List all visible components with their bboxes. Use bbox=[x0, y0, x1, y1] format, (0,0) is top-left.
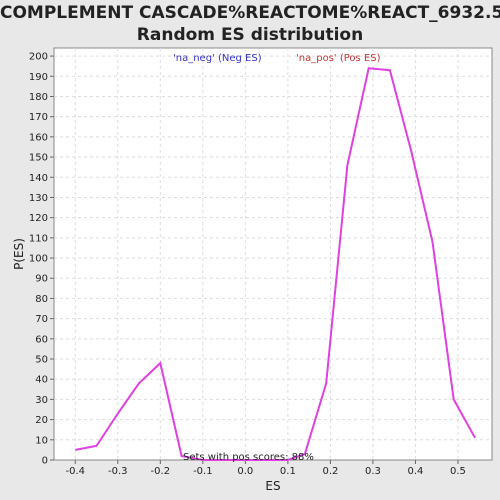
x-tick-label: -0.2 bbox=[151, 466, 171, 477]
x-tick-label: -0.4 bbox=[66, 466, 86, 477]
x-tick-label: -0.1 bbox=[193, 466, 213, 477]
y-axis: 0 10 20 30 40 50 60 70 80 90 100 110 120 130 140 150 160… bbox=[29, 52, 54, 467]
y-tick-label: 10 bbox=[35, 435, 48, 446]
x-tick-label: -0.3 bbox=[108, 466, 128, 477]
y-tick-label: 140 bbox=[29, 173, 48, 184]
x-tick-label: 0.0 bbox=[237, 466, 253, 477]
y-tick-label: 170 bbox=[29, 112, 48, 123]
y-tick-label: 110 bbox=[29, 233, 48, 244]
x-axis-label: ES bbox=[265, 479, 280, 493]
y-tick-label: 160 bbox=[29, 132, 48, 143]
legend-neg: 'na_neg' (Neg ES) bbox=[173, 53, 262, 64]
x-tick-label: 0.1 bbox=[280, 466, 296, 477]
y-tick-label: 30 bbox=[35, 395, 48, 406]
legend-pos: 'na_pos' (Pos ES) bbox=[296, 53, 381, 64]
y-tick-label: 190 bbox=[29, 72, 48, 83]
plot-area bbox=[54, 48, 492, 460]
y-tick-label: 180 bbox=[29, 92, 48, 103]
y-tick-label: 150 bbox=[29, 153, 48, 164]
x-tick-label: 0.4 bbox=[408, 466, 424, 477]
y-axis-label: P(ES) bbox=[12, 238, 26, 270]
x-tick-label: 0.2 bbox=[322, 466, 338, 477]
y-tick-label: 70 bbox=[35, 314, 48, 325]
y-tick-label: 40 bbox=[35, 375, 48, 386]
x-tick-label: 0.3 bbox=[365, 466, 381, 477]
y-tick-label: 0 bbox=[42, 456, 48, 467]
y-tick-label: 90 bbox=[35, 274, 48, 285]
y-tick-label: 50 bbox=[35, 355, 48, 366]
y-tick-label: 200 bbox=[29, 52, 48, 63]
y-tick-label: 120 bbox=[29, 213, 48, 224]
x-tick-label: 0.5 bbox=[450, 466, 466, 477]
y-tick-label: 20 bbox=[35, 415, 48, 426]
y-tick-label: 100 bbox=[29, 254, 48, 265]
annotation-pos-scores: Sets with pos scores: 88% bbox=[183, 452, 314, 463]
y-tick-label: 60 bbox=[35, 334, 48, 345]
y-tick-label: 80 bbox=[35, 294, 48, 305]
y-tick-label: 130 bbox=[29, 193, 48, 204]
